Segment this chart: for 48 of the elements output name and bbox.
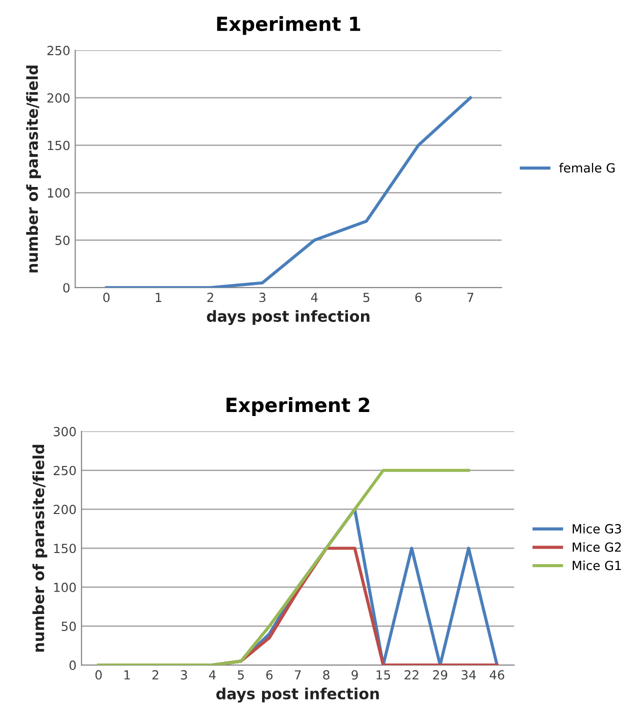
x-tick-label: 22 (404, 670, 418, 680)
x-tick-label: 1 (156, 292, 162, 302)
y-tick-label: 150 (54, 544, 76, 554)
y-axis-title: number of parasite/field (32, 444, 48, 652)
x-tick-label: 5 (238, 670, 244, 680)
y-tick-label: 0 (63, 283, 70, 293)
legend-label: Mice G1 (572, 560, 621, 570)
legend-label: Mice G3 (572, 524, 621, 534)
x-tick-label: 1 (124, 670, 130, 680)
x-tick-label: 4 (311, 292, 318, 302)
x-tick-label: 29 (433, 670, 448, 680)
y-tick-label: 250 (54, 466, 76, 476)
x-tick-label: 4 (209, 670, 216, 680)
y-tick-label: 50 (62, 622, 76, 632)
y-tick-label: 300 (54, 426, 76, 436)
x-tick-label: 6 (415, 292, 422, 302)
x-tick-label: 46 (490, 670, 504, 680)
x-tick-label: 34 (462, 670, 476, 680)
y-tick-label: 100 (54, 582, 76, 592)
x-axis-title: days post infection (216, 688, 379, 702)
line-series (97, 468, 470, 666)
legend-label: Mice G2 (572, 542, 621, 552)
y-tick-label: 200 (47, 93, 70, 103)
y-axis-title: number of parasite/field (26, 66, 41, 272)
x-tick-label: 2 (207, 292, 214, 302)
y-tick-label: 100 (48, 188, 70, 198)
x-tick-label: 0 (95, 670, 102, 680)
y-tick-label: 50 (55, 236, 70, 246)
x-tick-label: 8 (323, 670, 330, 680)
line-series (104, 96, 472, 288)
y-tick-label: 200 (54, 504, 76, 514)
x-tick-label: 7 (467, 292, 474, 302)
y-tick-label: 250 (47, 46, 70, 56)
x-tick-label: 9 (352, 670, 358, 680)
x-tick-label: 3 (180, 670, 187, 680)
y-tick-label: 150 (48, 140, 70, 150)
y-tick-label: 0 (70, 660, 76, 670)
chart-title: Experiment 2 (226, 397, 370, 416)
x-tick-label: 3 (259, 292, 266, 302)
x-tick-label: 7 (294, 670, 301, 680)
x-tick-label: 5 (363, 292, 370, 302)
x-tick-label: 2 (152, 670, 158, 680)
legend-label: female G (559, 162, 615, 173)
x-axis-title: days post infection (206, 310, 370, 326)
x-tick-label: 15 (376, 670, 390, 680)
x-tick-label: 6 (266, 670, 273, 680)
x-tick-label: 0 (103, 292, 110, 302)
chart-title: Experiment 1 (217, 16, 360, 35)
